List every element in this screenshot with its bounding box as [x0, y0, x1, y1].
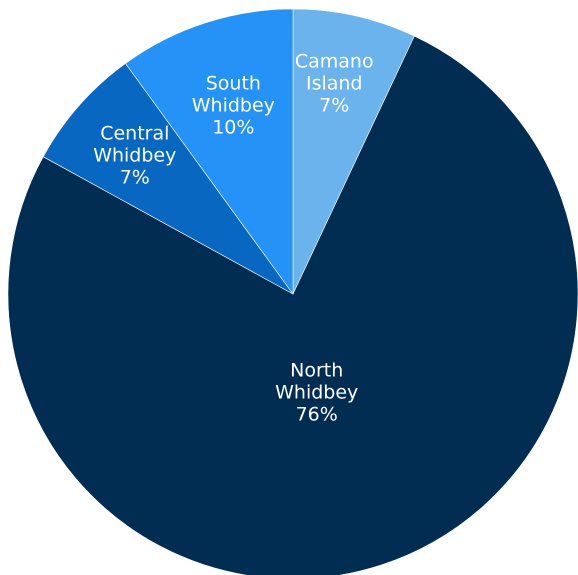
pie-slice-0 [292, 8, 415, 295]
pie-slice-name-line: Whidbey [275, 382, 358, 404]
pie-slice-percent: 10% [212, 116, 254, 138]
pie-slice-name-line: Whidbey [192, 94, 275, 116]
pie-slice-name-line: South [206, 72, 261, 94]
pie-slice-label-0: Camano Island 7% [295, 51, 374, 117]
pie-slice-name-line: Camano [295, 51, 374, 73]
pie-slice-2 [42, 63, 294, 295]
pie-slice-name-line: Whidbey [93, 145, 176, 167]
pie-labels: Camano Island 7%North Whidbey 76%Central Whid… [93, 51, 373, 426]
pie-slice-label-3: South Whidbey 10% [192, 72, 275, 138]
pie-slice-percent: 7% [319, 95, 349, 117]
pie-slice-3 [125, 8, 294, 295]
pie-slice-percent: 76% [296, 404, 338, 426]
pie-slice-name-line: Central [100, 123, 169, 145]
pie-slices [7, 8, 578, 575]
pie-slice-percent: 7% [120, 167, 150, 189]
pie-slice-name-line: Island [306, 73, 363, 95]
pie-slice-label-2: Central Whidbey 7% [93, 123, 176, 189]
pie-slice-name-line: North [290, 360, 343, 382]
pie-slice-label-1: North Whidbey 76% [275, 360, 358, 426]
pie-slice-1 [7, 35, 578, 575]
